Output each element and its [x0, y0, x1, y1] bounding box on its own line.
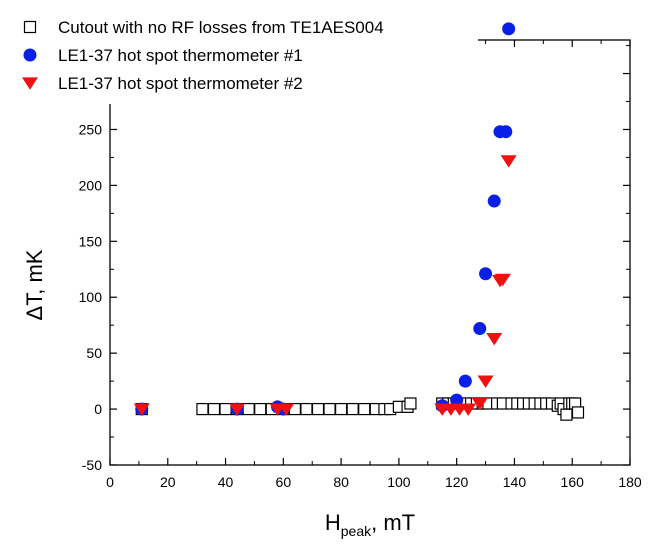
data-point [219, 402, 232, 416]
y-tick-label: 200 [79, 177, 103, 193]
series-1 [135, 397, 585, 421]
y-axis-title: ΔT, mK [22, 249, 47, 320]
x-tick-label: 80 [333, 474, 349, 490]
legend-label: Cutout with no RF losses from TE1AES004 [58, 18, 384, 37]
y-tick-label: 0 [94, 401, 102, 417]
x-axis-title-main: H [325, 510, 341, 535]
data-point [300, 402, 313, 416]
x-axis-title-unit: , mT [371, 510, 415, 535]
data-point [477, 375, 494, 388]
y-tick-label: -50 [82, 457, 102, 473]
data-point [473, 322, 487, 336]
legend-background [10, 10, 478, 104]
data-point [335, 402, 348, 416]
axis-tick-labels: 0 20 40 60 80 100 120 140 160 180-500501001502002… [79, 66, 642, 490]
legend: Cutout with no RF losses from TE1AES004 L… [10, 10, 478, 104]
data-point [450, 393, 464, 407]
y-tick-label: 150 [79, 233, 103, 249]
legend-marker [23, 20, 37, 34]
data-point [346, 402, 359, 416]
legend-label: LE1-37 hot spot thermometer #1 [58, 46, 303, 65]
x-tick-label: 140 [503, 474, 527, 490]
x-axis-title: Hpeak, mT [325, 510, 415, 539]
data-point [560, 408, 573, 421]
data-point [278, 403, 295, 416]
data-point [479, 267, 493, 281]
x-axis-title-subscript: peak [341, 523, 372, 539]
data-point [500, 155, 517, 168]
legend-marker [22, 77, 38, 90]
data-point [487, 194, 501, 208]
data-point [133, 403, 150, 416]
x-tick-label: 20 [160, 474, 176, 490]
x-tick-label: 60 [276, 474, 292, 490]
data-point [458, 374, 472, 388]
x-tick-label: 180 [618, 474, 642, 490]
data-point [311, 402, 325, 416]
data-point [207, 402, 221, 416]
x-tick-label: 160 [561, 474, 585, 490]
data-point [471, 397, 488, 411]
y-tick-label: 250 [79, 121, 103, 137]
series-3 [133, 155, 517, 416]
data-points [133, 22, 585, 421]
x-tick-label: 100 [387, 474, 411, 490]
data-point [502, 22, 516, 36]
x-tick-label: 40 [218, 474, 234, 490]
data-point [494, 273, 511, 287]
data-point [486, 333, 503, 346]
data-point [358, 402, 371, 416]
legend-label: LE1-37 hot spot thermometer #2 [58, 74, 303, 93]
x-tick-label: 120 [445, 474, 469, 490]
x-tick-label: 0 [106, 474, 114, 490]
data-point [254, 402, 267, 416]
data-point [571, 406, 585, 419]
data-point [499, 125, 513, 139]
legend-marker [23, 48, 37, 62]
y-tick-label: 50 [86, 345, 102, 361]
y-tick-label: 100 [79, 289, 103, 305]
data-point [460, 403, 477, 416]
data-point [323, 402, 336, 416]
data-point [196, 402, 209, 416]
data-point [229, 403, 246, 416]
data-point [242, 402, 255, 416]
data-point [404, 397, 417, 410]
